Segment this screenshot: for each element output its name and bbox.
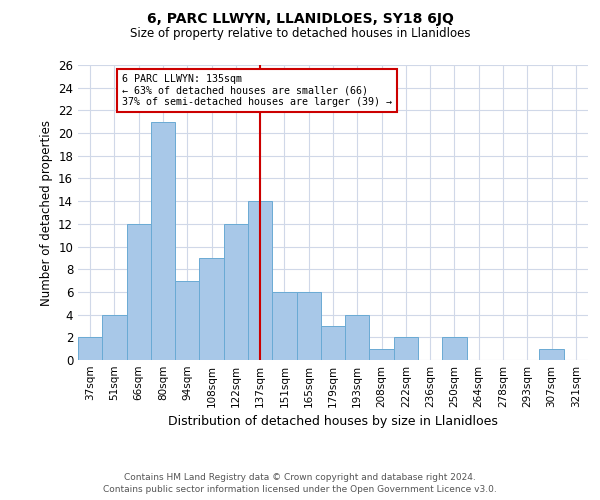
Text: Contains public sector information licensed under the Open Government Licence v3: Contains public sector information licen…: [103, 485, 497, 494]
Y-axis label: Number of detached properties: Number of detached properties: [40, 120, 53, 306]
Bar: [199, 258, 224, 360]
Bar: [442, 338, 467, 360]
Bar: [248, 201, 272, 360]
Bar: [539, 348, 564, 360]
Text: 6, PARC LLWYN, LLANIDLOES, SY18 6JQ: 6, PARC LLWYN, LLANIDLOES, SY18 6JQ: [146, 12, 454, 26]
Bar: [345, 314, 370, 360]
Bar: [272, 292, 296, 360]
Bar: [127, 224, 151, 360]
Bar: [175, 280, 199, 360]
Bar: [224, 224, 248, 360]
Bar: [151, 122, 175, 360]
Text: 6 PARC LLWYN: 135sqm
← 63% of detached houses are smaller (66)
37% of semi-detac: 6 PARC LLWYN: 135sqm ← 63% of detached h…: [122, 74, 392, 108]
Bar: [102, 314, 127, 360]
Bar: [321, 326, 345, 360]
Bar: [370, 348, 394, 360]
Bar: [78, 338, 102, 360]
Bar: [394, 338, 418, 360]
X-axis label: Distribution of detached houses by size in Llanidloes: Distribution of detached houses by size …: [168, 416, 498, 428]
Text: Size of property relative to detached houses in Llanidloes: Size of property relative to detached ho…: [130, 28, 470, 40]
Text: Contains HM Land Registry data © Crown copyright and database right 2024.: Contains HM Land Registry data © Crown c…: [124, 472, 476, 482]
Bar: [296, 292, 321, 360]
